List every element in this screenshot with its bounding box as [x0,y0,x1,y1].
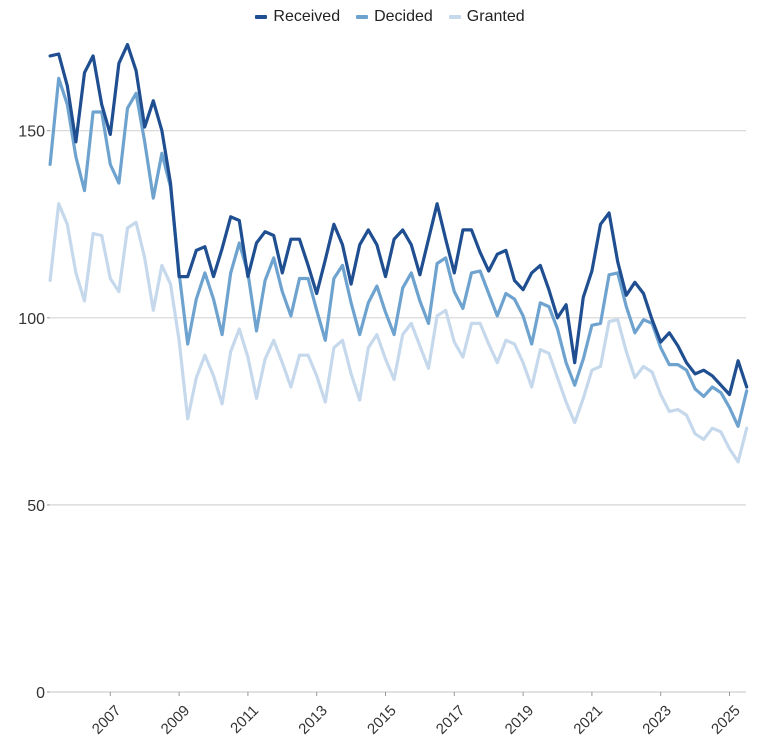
legend-item-decided[interactable]: Decided [356,8,433,26]
y-tick-label: 0 [36,685,45,702]
y-axis: 0 50 100 150 [18,124,50,702]
x-tick-label: 2023 [639,702,675,738]
x-tick-label: 2025 [708,702,744,738]
legend-label-granted: Granted [466,8,525,25]
y-tick-label: 50 [27,498,45,515]
x-tick-label: 2011 [227,702,262,737]
chart-legend: Received Decided Granted [0,8,780,26]
x-tick-label: 2009 [158,702,194,738]
series-line-received[interactable] [48,42,749,397]
y-tick-label: 150 [18,124,45,141]
legend-item-received[interactable]: Received [255,8,340,26]
x-axis: 2007 2009 2011 2013 2015 2017 2019 2021 2023 2025 [89,692,744,738]
y-tick-label: 100 [18,311,45,328]
x-tick-label: 2017 [433,702,469,738]
x-tick-label: 2021 [570,702,606,738]
series-line-decided[interactable] [48,76,749,428]
series-line-granted[interactable] [48,202,749,464]
legend-item-granted[interactable]: Granted [448,8,525,26]
legend-swatch-decided [356,15,369,19]
gridlines [50,130,746,693]
x-tick-label: 2015 [364,702,400,738]
series-lines [48,42,749,464]
legend-label-received: Received [273,8,341,25]
legend-swatch-granted [448,15,461,19]
x-tick-label: 2013 [295,702,331,738]
legend-swatch-received [255,15,268,19]
x-tick-label: 2007 [89,702,125,738]
legend-label-decided: Decided [374,8,433,25]
x-tick-label: 2019 [502,702,538,738]
